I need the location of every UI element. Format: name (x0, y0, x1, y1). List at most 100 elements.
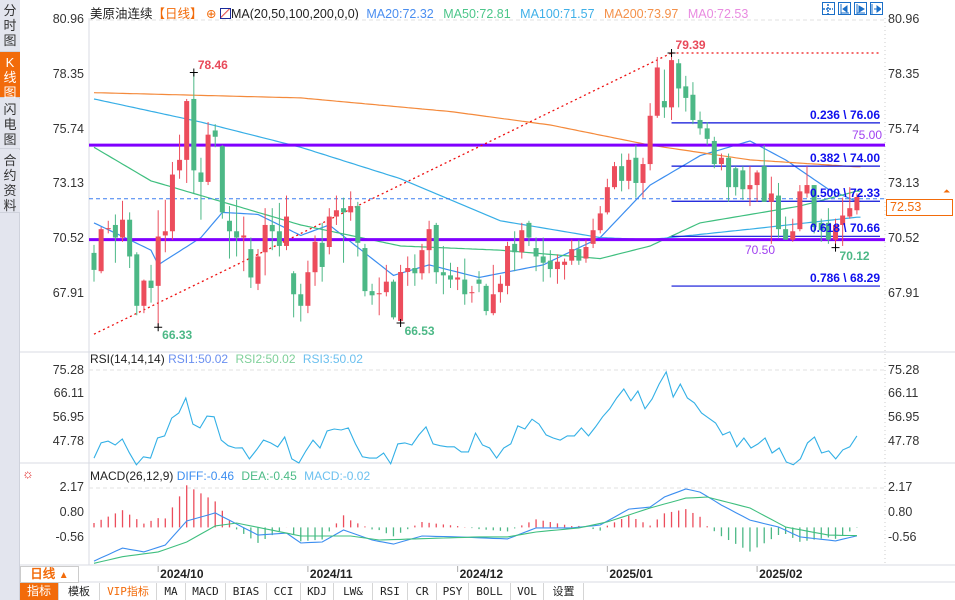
crosshair-icon[interactable] (822, 2, 835, 15)
zoom-out-icon[interactable] (854, 2, 867, 15)
candle-up (405, 268, 411, 272)
indicator-chart-icon[interactable] (219, 8, 231, 19)
x-tick-label: 2024/11 (309, 567, 353, 581)
extreme-marker (831, 243, 840, 252)
candle-down (661, 101, 667, 108)
period-label[interactable]: 【日线】 (152, 7, 203, 21)
candle-up (611, 166, 617, 188)
zoom-in-icon[interactable] (838, 2, 851, 15)
sun-settings-icon[interactable]: ☼ (22, 466, 34, 481)
candle-up (597, 213, 603, 231)
candle-down (198, 172, 204, 182)
macd-tick-left: 0.80 (59, 504, 84, 519)
toolbar-button[interactable]: MA (157, 583, 186, 600)
toolbar-button[interactable]: KDJ (301, 583, 334, 600)
toolbar-button[interactable]: VIP指标 (100, 583, 157, 600)
candle-up (505, 245, 511, 286)
candle-down (633, 157, 639, 183)
extreme-marker (396, 319, 405, 328)
candle-up (383, 281, 389, 293)
candle-up (519, 230, 525, 253)
candle-up (162, 231, 168, 236)
x-tick-label: 2025/01 (609, 567, 653, 581)
candle-up (754, 172, 760, 186)
candle-down (341, 208, 347, 213)
toolbar-button[interactable]: MACD (186, 583, 226, 600)
candle-up (98, 229, 104, 272)
candle-down (226, 220, 232, 232)
ma20-line (93, 140, 861, 279)
scroll-up-icon[interactable]: ⏶ (943, 186, 951, 196)
toolbar-button[interactable]: 指标 (20, 583, 59, 600)
candle-up (184, 101, 190, 160)
candle-up (326, 216, 332, 248)
toolbar-button[interactable]: 设置 (544, 583, 584, 600)
dea-line (93, 496, 857, 564)
candle-down (269, 224, 275, 232)
toolbar-button[interactable]: RSI (373, 583, 408, 600)
candle-up (333, 210, 339, 217)
low-price-label: 70.12 (839, 248, 870, 263)
period-selector[interactable]: 日线 ▲ (20, 566, 79, 583)
candle-up (562, 261, 568, 265)
candle-up (497, 283, 503, 293)
candle-down (362, 248, 368, 292)
candle-up (262, 224, 268, 253)
candle-down (576, 249, 582, 261)
toolbar-button[interactable]: BIAS (226, 583, 267, 600)
add-indicator-icon[interactable]: ⊕ (206, 7, 217, 21)
candle-up (647, 115, 653, 165)
macd-value: MACD:-0.02 (304, 469, 371, 483)
sidebar-tab-contract-info[interactable]: 合约资料 (0, 150, 20, 213)
candle-down (440, 272, 446, 276)
candle-up (569, 249, 575, 261)
toolbar-button[interactable]: VOL (511, 583, 544, 600)
candle-up (120, 219, 126, 238)
candle-down (462, 279, 468, 295)
fibonacci-label: 0.500 \ 72.33 (809, 186, 880, 201)
candle-down (690, 94, 696, 120)
dea-value: DEA:-0.45 (241, 469, 297, 483)
candle-up (305, 272, 311, 306)
toolbar-button[interactable]: BOLL (469, 583, 511, 600)
sidebar: 分时图 K线图 闪电图 合约资料 (0, 0, 20, 600)
rsi-spec: RSI(14,14,14) (90, 352, 165, 366)
x-tick-label: 2025/02 (759, 567, 803, 581)
candle-up (455, 277, 461, 280)
candle-down (134, 254, 140, 306)
toolbar-button[interactable]: CCI (267, 583, 301, 600)
candle-up (747, 185, 753, 190)
candle-down (276, 231, 282, 246)
sidebar-tab-timeshare[interactable]: 分时图 (0, 0, 20, 52)
candle-up (718, 157, 724, 165)
fibonacci-label: 0.382 \ 74.00 (809, 151, 880, 166)
toolbar-button[interactable]: CR (408, 583, 437, 600)
candle-up (241, 235, 247, 238)
candle-up (604, 187, 610, 213)
fibonacci-label: 0.618 \ 70.66 (809, 221, 880, 236)
move-right-icon[interactable] (870, 2, 883, 15)
toolbar-button[interactable]: PSY (437, 583, 469, 600)
candle-down (526, 222, 532, 238)
sidebar-tab-kline[interactable]: K线图 (0, 52, 20, 100)
candle-up (583, 247, 589, 259)
candle-down (234, 231, 240, 238)
extreme-marker (667, 48, 676, 57)
macd-header: MACD(26,12,9) DIFF:-0.46 DEA:-0.45 MACD:… (90, 469, 370, 483)
price-tick-left: 80.96 (52, 12, 84, 26)
rsi-panel (93, 370, 858, 466)
chart-header: 美原油连续【日线】 ⊕ MA(20,50,100,200,0,0) MA20:7… (90, 3, 748, 22)
toolbar-button[interactable]: LW& (334, 583, 373, 600)
candle-up (419, 250, 425, 274)
candle-down (533, 248, 539, 257)
toolbar-button[interactable]: 模板 (59, 583, 100, 600)
sidebar-tab-flash[interactable]: 闪电图 (0, 99, 20, 149)
low-price-label: 66.33 (162, 328, 193, 343)
rsi3-value: RSI3:50.02 (302, 352, 363, 366)
candle-up (847, 208, 853, 217)
candle-up (312, 241, 318, 273)
candle-down (726, 157, 732, 188)
candle-down (298, 294, 304, 306)
rsi-tick-right: 56.95 (888, 409, 920, 424)
